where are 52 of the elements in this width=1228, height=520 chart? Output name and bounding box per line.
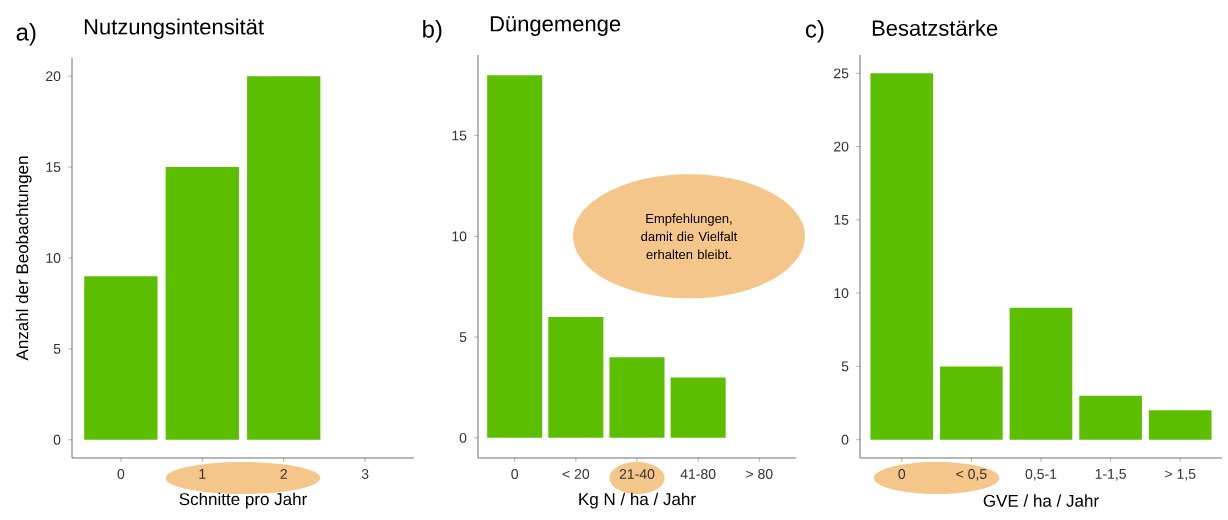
y-tick-label: 10	[452, 231, 467, 242]
x-tick-label: 41-80	[680, 469, 716, 479]
y-tick-label: 5	[53, 344, 61, 354]
chart-title: Besatzstärke	[872, 19, 998, 36]
bar	[940, 366, 1003, 440]
bar	[247, 76, 321, 440]
bar	[487, 75, 543, 438]
y-tick-label: 0	[53, 434, 61, 445]
x-axis-title: Schnitte pro Jahr	[179, 492, 307, 509]
chart-title: Düngemenge	[490, 16, 621, 36]
x-tick-label: 1	[199, 469, 206, 479]
y-tick-label: 20	[834, 141, 849, 152]
y-tick-label: 15	[834, 214, 849, 225]
text: c)	[805, 20, 824, 43]
x-tick-label: 0	[511, 469, 519, 479]
y-tick-label: 0	[459, 432, 467, 443]
x-tick-label: 1-1,5	[1095, 469, 1126, 481]
text: b)	[423, 20, 442, 43]
bar	[870, 73, 934, 440]
y-tick-label: 10	[46, 253, 61, 263]
y-tick-label: 5	[841, 361, 849, 372]
x-tick-label: > 1,5	[1165, 469, 1196, 481]
bar	[609, 357, 665, 438]
y-tick-label: 0	[841, 434, 849, 445]
chart-title: Nutzungsintensität	[84, 18, 264, 39]
x-axis-title: Kg N / ha / Jahr	[579, 492, 696, 509]
bar	[548, 316, 604, 438]
bar	[1148, 410, 1212, 440]
x-tick-label: < 0,5	[956, 469, 987, 481]
y-tick-label: 15	[452, 130, 467, 141]
bar	[670, 377, 726, 438]
bar	[1079, 395, 1142, 440]
x-axis-title: GVE / ha / Jahr	[983, 494, 1099, 507]
text: a)	[16, 23, 36, 46]
x-tick-label: 2	[280, 469, 287, 479]
y-tick-label: 10	[834, 288, 849, 299]
x-tick-label: > 80	[746, 469, 773, 479]
y-tick-label: 15	[46, 162, 61, 172]
x-tick-label: < 20	[562, 469, 590, 479]
x-tick-label: 3	[361, 469, 369, 479]
x-tick-label: 21-40	[619, 469, 655, 479]
y-axis-title: Anzahl der Beobachtungen	[15, 156, 32, 361]
bar	[1009, 307, 1073, 440]
y-tick-label: 25	[834, 68, 849, 79]
bar	[84, 276, 158, 440]
x-tick-label: 0	[117, 469, 125, 479]
annotation: Empfehlungen, damit die Vielfalt erhalten bleibt.	[641, 213, 738, 260]
y-tick-label: 5	[459, 332, 467, 342]
y-tick-label: 20	[46, 71, 61, 82]
x-tick-label: 0	[898, 469, 906, 479]
x-tick-label: 0,5-1	[1025, 469, 1057, 481]
bar	[165, 167, 239, 440]
